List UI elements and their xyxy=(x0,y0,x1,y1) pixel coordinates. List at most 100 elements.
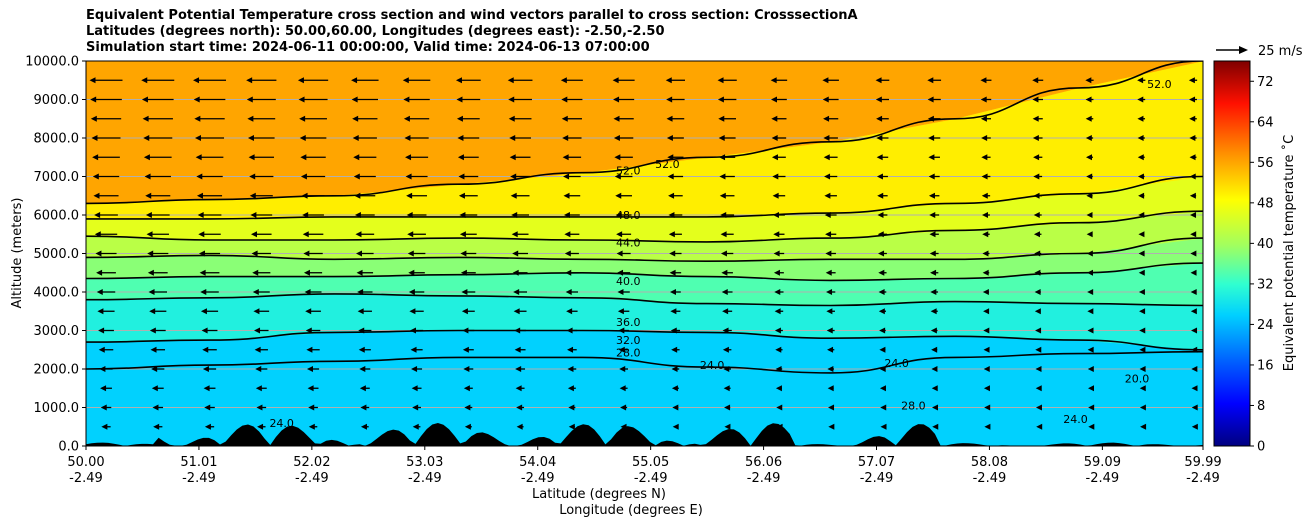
wind-arrow-head xyxy=(1033,231,1040,238)
y-tick-label: 5000.0 xyxy=(34,247,80,262)
wind-arrow-head xyxy=(358,327,365,334)
wind-arrow-head xyxy=(411,366,418,372)
wind-arrow-head xyxy=(141,96,148,103)
wind-arrow-head xyxy=(514,327,521,334)
wind-arrow-head xyxy=(878,289,885,295)
wind-arrow-head xyxy=(1035,346,1042,353)
wind-arrow-head xyxy=(1189,192,1196,199)
wind-arrow-head xyxy=(722,308,729,315)
wind-arrow-head xyxy=(508,96,515,103)
wind-arrow-head xyxy=(354,212,361,218)
wind-arrow-head xyxy=(195,135,202,141)
x-tick-label-lat: 55.05 xyxy=(632,455,669,470)
wind-arrow-head xyxy=(981,192,988,199)
x-tick-label-lat: 58.08 xyxy=(971,455,1008,470)
wind-arrow-head xyxy=(1137,154,1144,161)
wind-arrow-head xyxy=(150,346,157,353)
wind-arrow-head xyxy=(96,289,103,295)
x-tick-label-lat: 59.09 xyxy=(1084,455,1121,470)
wind-arrow-head xyxy=(879,327,886,334)
wind-arrow-head xyxy=(460,269,467,276)
wind-arrow-head xyxy=(1139,404,1146,411)
wind-arrow-head xyxy=(617,289,624,295)
wind-arrow-head xyxy=(511,231,518,238)
wind-arrow-head xyxy=(1191,385,1198,392)
wind-arrow-head xyxy=(825,269,832,276)
contour-label: 24.0 xyxy=(700,359,725,372)
wind-arrow-head xyxy=(931,346,938,353)
title-line-1: Equivalent Potential Temperature cross s… xyxy=(86,8,858,23)
wind-arrow-head xyxy=(1138,250,1145,257)
contour-label: 48.0 xyxy=(616,209,641,222)
wind-arrow-head xyxy=(457,154,464,161)
wind-arrow-head xyxy=(297,77,304,84)
wind-arrow-head xyxy=(561,96,568,103)
wind-arrow-head xyxy=(254,346,261,353)
wind-arrow-head xyxy=(463,366,470,372)
wind-arrow-head xyxy=(1033,192,1040,199)
wind-arrow-head xyxy=(514,346,521,353)
contour-label: 32.0 xyxy=(616,334,641,347)
title-line-2: Latitudes (degrees north): 50.00,60.00, … xyxy=(86,24,665,39)
wind-arrow-head xyxy=(875,77,882,84)
wind-arrow-head xyxy=(931,385,938,392)
wind-arrow-head xyxy=(97,308,104,315)
wind-arrow-head xyxy=(195,154,202,161)
x-tick-label-lat: 52.02 xyxy=(293,455,330,470)
wind-arrow-head xyxy=(1138,231,1145,238)
colorbar-tick-label: 64 xyxy=(1257,115,1274,130)
wind-arrow-head xyxy=(826,289,833,295)
wind-arrow-head xyxy=(298,96,305,103)
y-tick-label: 0.0 xyxy=(58,440,79,455)
wind-arrow-head xyxy=(875,96,882,103)
wind-arrow-head xyxy=(722,327,729,334)
chart-title: Equivalent Potential Temperature cross s… xyxy=(86,8,858,56)
wind-arrow-head xyxy=(1137,96,1144,103)
wind-arrow-head xyxy=(719,192,726,199)
wind-arrow-head xyxy=(721,289,728,295)
wind-arrow-head xyxy=(1189,115,1196,122)
wind-arrow-head xyxy=(982,250,989,257)
wind-arrow-head xyxy=(568,423,575,430)
wind-arrow-head xyxy=(671,366,678,372)
wind-arrow-head xyxy=(983,385,990,392)
contour-label: 40.0 xyxy=(616,275,641,288)
wind-arrow-head xyxy=(194,115,201,122)
wind-arrow-head xyxy=(516,423,523,430)
terrain xyxy=(86,423,1203,446)
wind-arrow-head xyxy=(153,423,160,430)
wind-arrow-head xyxy=(355,231,362,238)
wind-arrow-head xyxy=(256,404,263,411)
wind-arrow-head xyxy=(247,115,254,122)
wind-arrow-head xyxy=(204,423,211,430)
wind-arrow-head xyxy=(459,212,466,218)
wind-arrow-head xyxy=(456,115,463,122)
wind-arrow-head xyxy=(145,192,152,199)
colorbar-tick-label: 72 xyxy=(1257,75,1274,90)
wind-arrow-head xyxy=(305,327,312,334)
wind-arrow-head xyxy=(145,212,152,218)
wind-arrow-head xyxy=(1085,115,1092,122)
wind-arrow-head xyxy=(147,250,154,257)
wind-arrow-head xyxy=(459,231,466,238)
wind-arrow-head xyxy=(879,385,886,392)
wind-arrow-head xyxy=(1139,366,1146,372)
wind-arrow-head xyxy=(612,77,619,84)
wind-arrow-head xyxy=(876,173,883,180)
wind-arrow-head xyxy=(143,135,150,141)
y-tick-label: 4000.0 xyxy=(34,286,80,301)
wind-arrow-head xyxy=(94,231,101,238)
wind-arrow-head xyxy=(560,77,567,84)
wind-arrow-head xyxy=(1088,404,1095,411)
wind-arrow-head xyxy=(567,366,574,372)
contour-line xyxy=(86,61,1203,205)
wind-arrow-head xyxy=(359,385,366,392)
wind-arrow-head xyxy=(981,154,988,161)
wind-arrow-head xyxy=(720,250,727,257)
wind-arrow-head xyxy=(302,231,309,238)
wind-vectors xyxy=(89,77,1198,430)
wind-arrow-head xyxy=(613,115,620,122)
wind-arrow-head xyxy=(929,212,936,218)
wind-arrow-head xyxy=(880,404,887,411)
wind-arrow-head xyxy=(412,404,419,411)
